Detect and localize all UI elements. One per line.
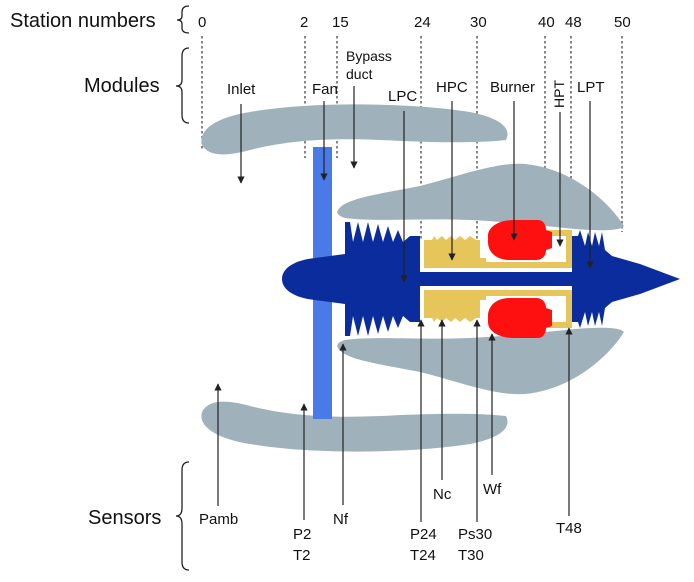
sensors-title: Sensors <box>88 507 161 529</box>
core-cowl-lower <box>337 327 624 395</box>
station-30: 30 <box>470 14 487 31</box>
module-lpt: LPT <box>577 79 605 96</box>
module-inlet: Inlet <box>227 81 256 98</box>
station-15: 15 <box>332 14 349 31</box>
module-bypass-line2: duct <box>346 66 373 82</box>
sensor-ps30: Ps30 <box>458 526 492 543</box>
sensor-p2: P2 <box>293 526 311 543</box>
sensor-t30: T30 <box>458 547 484 564</box>
sensor-t2: T2 <box>293 547 311 564</box>
module-hpc: HPC <box>436 79 468 96</box>
burner-lower <box>488 298 552 338</box>
module-fan: Fan <box>312 81 338 98</box>
sensors-brace <box>175 461 190 571</box>
station-0: 0 <box>198 14 206 31</box>
nacelle-lower <box>201 401 508 452</box>
sensor-p24: P24 <box>410 526 437 543</box>
sensor-t48: T48 <box>556 520 582 537</box>
module-hpt: HPT <box>551 80 567 108</box>
low-spool-body <box>282 222 420 336</box>
low-pressure-turbine <box>572 230 680 328</box>
station-brace <box>176 5 190 34</box>
station-numbers-title: Station numbers <box>10 10 156 32</box>
sensor-pamb: Pamb <box>199 511 238 528</box>
module-lpc: LPC <box>388 88 417 105</box>
modules-brace <box>175 47 190 124</box>
station-40: 40 <box>538 14 555 31</box>
station-50: 50 <box>614 14 631 31</box>
burner-upper <box>488 220 552 260</box>
sensor-t24: T24 <box>410 547 436 564</box>
sensor-wf: Wf <box>483 481 502 498</box>
station-24: 24 <box>414 14 431 31</box>
core-cowl-upper <box>337 163 624 231</box>
sensor-nf: Nf <box>333 511 349 528</box>
module-burner: Burner <box>490 79 535 96</box>
station-48: 48 <box>565 14 582 31</box>
modules-title: Modules <box>84 75 160 97</box>
low-spool-shaft <box>410 272 580 286</box>
sensor-nc: Nc <box>433 486 452 503</box>
module-bypass-line1: Bypass <box>346 48 392 64</box>
station-2: 2 <box>300 14 308 31</box>
